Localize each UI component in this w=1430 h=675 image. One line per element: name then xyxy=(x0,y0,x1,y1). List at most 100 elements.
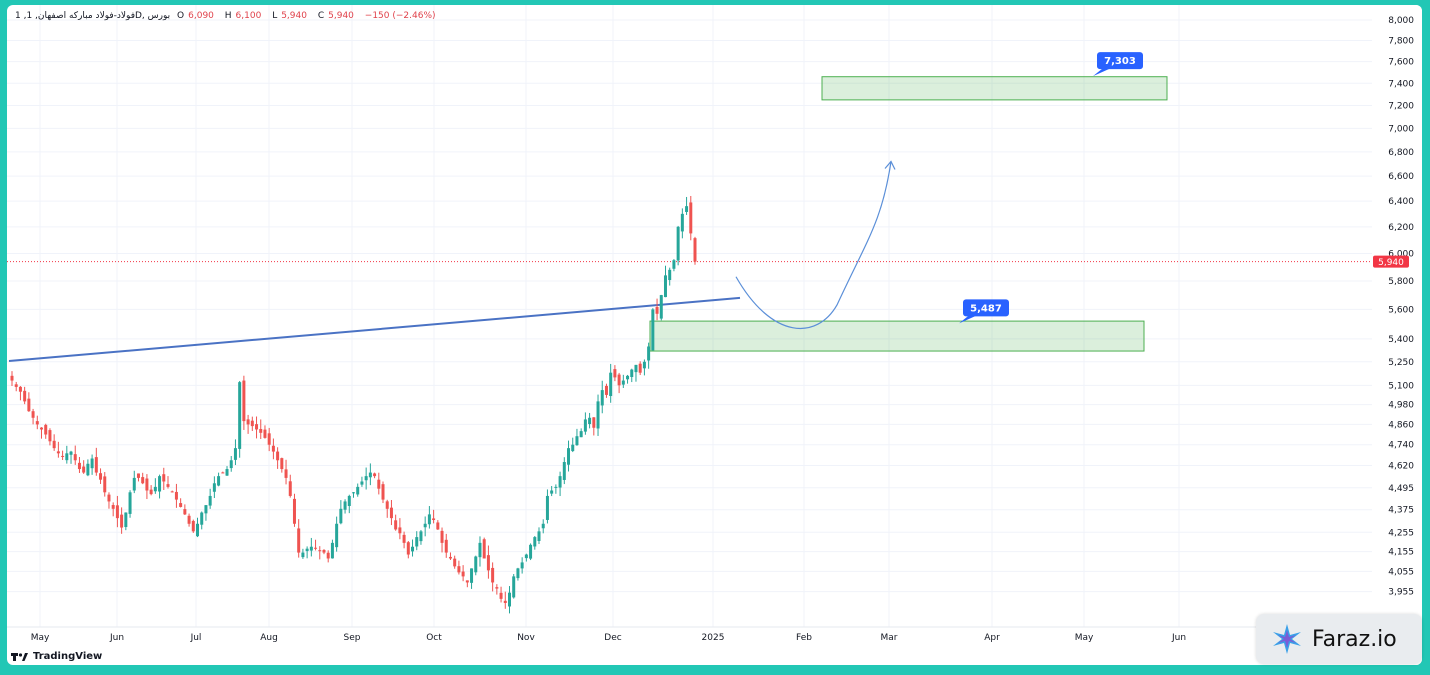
x-tick-label: Apr xyxy=(984,633,1000,643)
y-axis: 8,000 7,800 7,600 7,400 7,200 7,000 6,800 6,600… xyxy=(1372,5,1422,665)
support-badge-box xyxy=(963,299,1009,317)
trendline xyxy=(8,296,741,363)
y-tick-label: 7,800 xyxy=(1388,37,1414,47)
faraz-logo-icon xyxy=(1273,624,1301,654)
candle-body xyxy=(524,554,528,559)
candle-body xyxy=(693,238,697,262)
candle-body xyxy=(103,476,107,493)
y-tick-label: 6,600 xyxy=(1388,172,1414,182)
price-axis-bg xyxy=(1372,5,1422,665)
change-value: −150 (−2.46%) xyxy=(364,11,436,21)
candle-body xyxy=(276,451,280,461)
x-axis: May Jun Jul Aug Sep Oct Nov Dec 2025 Feb Mar Apr May… xyxy=(7,626,1372,643)
candle-body xyxy=(86,463,90,476)
symbol-name: 1 ,فولاد-فولاد مبارکه اصفهان, 1D, بورس xyxy=(15,11,171,21)
candle-body xyxy=(554,486,558,488)
support-zone xyxy=(649,320,1145,352)
y-tick-label: 7,400 xyxy=(1388,79,1414,89)
candle-body xyxy=(398,527,402,534)
candle-body xyxy=(94,457,98,473)
candle-body xyxy=(284,469,288,478)
y-tick-label: 5,100 xyxy=(1388,381,1414,391)
candle-body xyxy=(208,495,212,506)
candle-body xyxy=(659,295,663,319)
candle-body xyxy=(136,473,140,478)
candle-body xyxy=(305,548,309,552)
candle-body xyxy=(495,587,499,589)
faraz-watermark: Faraz.io xyxy=(1256,614,1422,664)
projection-arrow xyxy=(735,160,896,329)
candle-body xyxy=(630,369,634,377)
candle-body xyxy=(170,491,174,493)
candle-body xyxy=(191,520,195,532)
candle-body xyxy=(617,374,621,386)
candle-body xyxy=(250,420,254,427)
candle-body xyxy=(242,380,246,422)
candle-body xyxy=(672,260,676,269)
y-tick-label: 5,600 xyxy=(1388,305,1414,315)
candle-body xyxy=(550,490,554,494)
tradingview-logo[interactable]: TradingView xyxy=(11,651,102,662)
candle-body xyxy=(90,458,94,469)
y-tick-label: 6,200 xyxy=(1388,223,1414,233)
candle-body xyxy=(179,503,183,507)
candle-body xyxy=(153,486,157,492)
candle-body xyxy=(613,369,617,378)
candle-body xyxy=(187,515,191,524)
candle-body xyxy=(377,479,381,489)
candle-body xyxy=(621,380,625,385)
x-tick-label: Sep xyxy=(344,633,361,643)
candle-body xyxy=(385,501,389,509)
candle-body xyxy=(486,555,490,571)
candle-body xyxy=(423,523,427,528)
candle-body xyxy=(280,458,284,470)
x-tick-label: Jun xyxy=(109,633,124,643)
y-tick-label: 7,200 xyxy=(1388,101,1414,111)
candle-body xyxy=(465,580,469,583)
candle-body xyxy=(335,523,339,548)
candle-body xyxy=(77,462,81,470)
price-chart[interactable]: 8,000 7,800 7,600 7,400 7,200 7,000 6,800 6,600… xyxy=(7,5,1422,665)
candle-body xyxy=(436,522,440,530)
candle-body xyxy=(520,562,524,569)
candle-body xyxy=(583,419,587,432)
candle-body xyxy=(196,523,200,537)
candle-body xyxy=(626,375,630,380)
candle-body xyxy=(356,486,360,495)
candle-body xyxy=(44,424,48,435)
candle-body xyxy=(330,542,334,559)
candle-body xyxy=(229,460,233,469)
projection-arrowhead xyxy=(884,160,896,170)
x-tick-label: Dec xyxy=(604,633,621,643)
candle-body xyxy=(609,372,613,397)
y-tick-label: 4,740 xyxy=(1388,441,1414,451)
candle-body xyxy=(65,453,69,461)
candle-body xyxy=(259,429,263,433)
candle-body xyxy=(31,411,35,418)
candle-body xyxy=(35,421,39,425)
candle-body xyxy=(529,544,533,559)
candle-body xyxy=(642,361,646,369)
candle-body xyxy=(600,390,604,406)
candle-body xyxy=(360,481,364,485)
candle-body xyxy=(444,539,448,553)
y-tick-label: 5,250 xyxy=(1388,358,1414,368)
candle-body xyxy=(655,307,659,314)
candle-body xyxy=(322,549,326,553)
target-zone xyxy=(821,76,1168,101)
candle-body xyxy=(52,440,56,449)
candle-body xyxy=(73,454,77,461)
candle-body xyxy=(482,539,486,559)
candle-body xyxy=(132,477,136,491)
last-price-tag xyxy=(1373,255,1409,268)
candle-body xyxy=(668,269,672,281)
candle-body xyxy=(318,550,322,552)
candle-body xyxy=(685,206,689,212)
chart-frame: 8,000 7,800 7,600 7,400 7,200 7,000 6,800 6,600… xyxy=(7,5,1422,665)
y-tick-label: 8,000 xyxy=(1388,16,1414,26)
candle-body xyxy=(238,382,242,449)
x-tick-label: Jul xyxy=(190,633,202,643)
candle-body xyxy=(145,478,149,491)
y-tick-label: 6,800 xyxy=(1388,148,1414,158)
candle-body xyxy=(124,512,128,528)
